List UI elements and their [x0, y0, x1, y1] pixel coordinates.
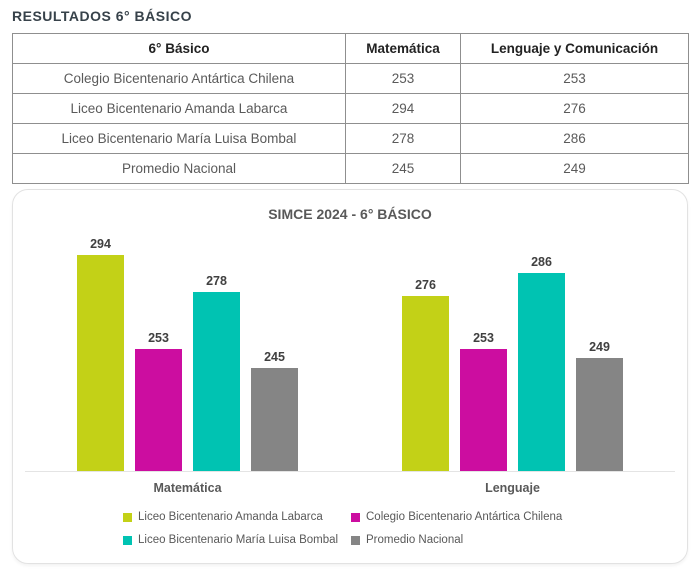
legend-row: Liceo Bicentenario Amanda Labarca Colegi…	[123, 511, 675, 523]
chart-plot-area: 294 253 278 245 276 253 286 249	[25, 228, 675, 472]
legend-label: Liceo Bicentenario María Luisa Bombal	[138, 534, 339, 546]
bar-value-label: 245	[264, 349, 285, 364]
header-math-column: Matemática	[345, 33, 461, 64]
legend-swatch-icon	[123, 512, 132, 522]
bar-series-1	[135, 349, 182, 471]
bar-value-label: 294	[90, 236, 111, 251]
chart-legend: Liceo Bicentenario Amanda Labarca Colegi…	[123, 511, 675, 546]
table-row: Liceo Bicentenario María Luisa Bombal 278…	[12, 123, 689, 154]
bar-value-label: 253	[473, 330, 494, 345]
legend-label: Colegio Bicentenario Antártica Chilena	[366, 511, 563, 523]
page-title: RESULTADOS 6° BÁSICO	[12, 8, 192, 24]
bar-cell: 249	[576, 339, 623, 471]
legend-swatch-icon	[123, 535, 132, 545]
bar-group: 294 253 278 245	[25, 228, 350, 471]
bar-value-label: 278	[206, 273, 227, 288]
table-header-row: 6° Básico Matemática Lenguaje y Comunica…	[12, 33, 689, 64]
legend-label: Liceo Bicentenario Amanda Labarca	[138, 511, 323, 523]
legend-swatch-icon	[351, 535, 360, 545]
bar-cell: 286	[518, 254, 565, 471]
school-name-cell: Promedio Nacional	[12, 153, 346, 184]
header-language-column: Lenguaje y Comunicación	[460, 33, 689, 64]
bar-series-0	[77, 255, 124, 471]
bar-series-3	[251, 368, 298, 471]
x-axis: Matemática Lenguaje	[25, 472, 675, 495]
language-score-cell: 249	[460, 153, 689, 184]
bar-cell: 253	[135, 330, 182, 471]
legend-label: Promedio Nacional	[366, 534, 464, 546]
math-score-cell: 278	[345, 123, 461, 154]
language-score-cell: 276	[460, 93, 689, 124]
bar-value-label: 286	[531, 254, 552, 269]
header-school-column: 6° Básico	[12, 33, 346, 64]
table-row: Liceo Bicentenario Amanda Labarca 294 276	[12, 93, 689, 124]
x-axis-label-matematica: Matemática	[153, 481, 222, 495]
bar-cell: 245	[251, 349, 298, 471]
school-name-cell: Liceo Bicentenario Amanda Labarca	[12, 93, 346, 124]
results-table: 6° Básico Matemática Lenguaje y Comunica…	[12, 33, 689, 184]
x-axis-label-lenguaje: Lenguaje	[485, 481, 540, 495]
school-name-cell: Colegio Bicentenario Antártica Chilena	[12, 63, 346, 94]
chart-title: SIMCE 2024 - 6° BÁSICO	[268, 206, 432, 222]
bar-cell: 253	[460, 330, 507, 471]
legend-item: Promedio Nacional	[351, 534, 463, 546]
math-score-cell: 253	[345, 63, 461, 94]
bar-series-0	[402, 296, 449, 471]
bar-value-label: 253	[148, 330, 169, 345]
school-name-cell: Liceo Bicentenario María Luisa Bombal	[12, 123, 346, 154]
bar-cell: 276	[402, 277, 449, 471]
language-score-cell: 286	[460, 123, 689, 154]
legend-row: Liceo Bicentenario María Luisa Bombal Pr…	[123, 534, 675, 546]
bar-series-1	[460, 349, 507, 471]
legend-item: Liceo Bicentenario María Luisa Bombal	[123, 534, 351, 546]
bar-series-2	[193, 292, 240, 471]
chart-card: SIMCE 2024 - 6° BÁSICO 294 253 278 245 276 2…	[12, 189, 688, 564]
bar-cell: 294	[77, 236, 124, 471]
bar-group: 276 253 286 249	[350, 228, 675, 471]
legend-item: Colegio Bicentenario Antártica Chilena	[351, 511, 562, 523]
legend-swatch-icon	[351, 512, 360, 522]
bar-series-3	[576, 358, 623, 471]
bar-series-2	[518, 273, 565, 471]
math-score-cell: 294	[345, 93, 461, 124]
bar-value-label: 249	[589, 339, 610, 354]
table-body: Colegio Bicentenario Antártica Chilena 25…	[12, 63, 689, 184]
math-score-cell: 245	[345, 153, 461, 184]
bar-cell: 278	[193, 273, 240, 471]
legend-item: Liceo Bicentenario Amanda Labarca	[123, 511, 351, 523]
table-row: Promedio Nacional 245 249	[12, 153, 689, 184]
language-score-cell: 253	[460, 63, 689, 94]
table-row: Colegio Bicentenario Antártica Chilena 25…	[12, 63, 689, 94]
bar-value-label: 276	[415, 277, 436, 292]
